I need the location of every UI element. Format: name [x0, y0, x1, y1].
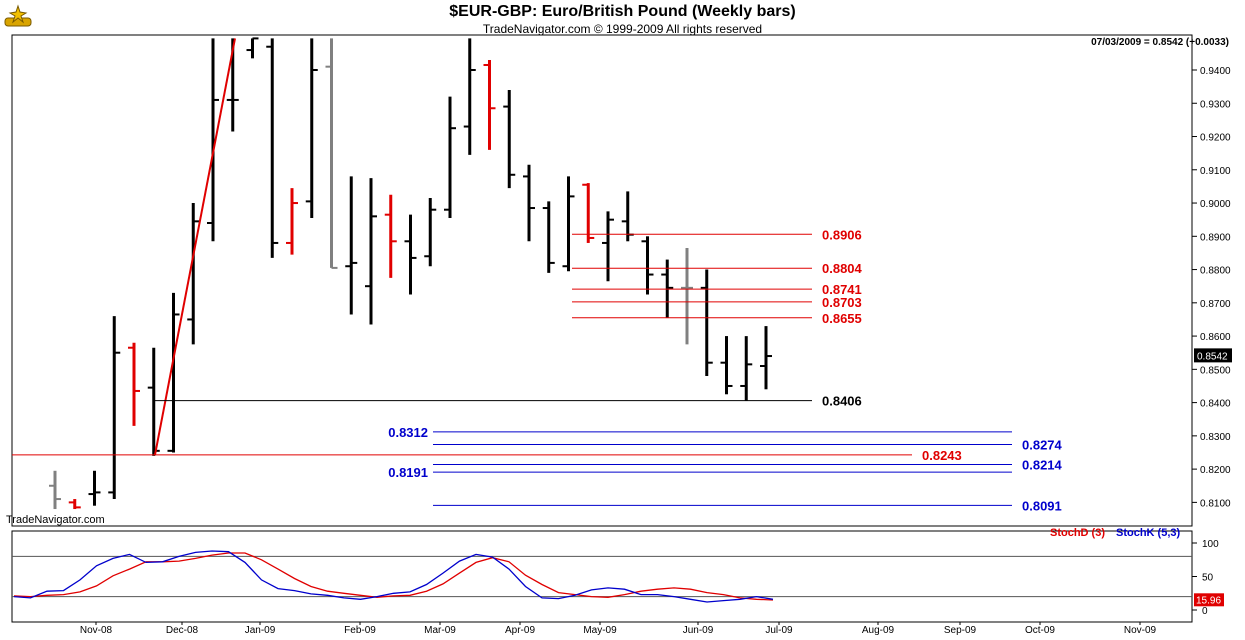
stoch-axis-tick-label: 50: [1202, 573, 1214, 584]
chart-title: $EUR-GBP: Euro/British Pound (Weekly bar…: [449, 3, 796, 20]
level-label: 0.8243: [922, 448, 962, 463]
x-axis-tick-label: Sep-09: [944, 625, 977, 636]
x-axis-tick-label: Oct-09: [1025, 625, 1055, 636]
x-axis-tick-label: Dec-08: [166, 625, 199, 636]
stoch-panel-frame: [11, 530, 1193, 623]
price-axis-tick-label: 0.9000: [1200, 199, 1231, 210]
trade-navigator-logo-icon: [4, 4, 32, 33]
level-label: 0.8804: [822, 261, 863, 276]
level-label: 0.8191: [388, 465, 428, 480]
price-axis-tick-label: 0.9400: [1200, 66, 1231, 77]
legend-stochd: StochD (3): [1050, 527, 1105, 539]
trend-line: [154, 38, 236, 456]
price-axis-tick-label: 0.8500: [1200, 365, 1231, 376]
stoch-axis-tick-label: 0: [1202, 606, 1208, 617]
x-axis-tick-label: May-09: [583, 625, 617, 636]
price-axis-tick-label: 0.8400: [1200, 399, 1231, 410]
x-axis-tick-label: Nov-09: [1124, 625, 1157, 636]
x-axis-tick-label: Aug-09: [862, 625, 895, 636]
last-price-box: [1194, 348, 1232, 363]
copyright-text: TradeNavigator.com © 1999-2009 All right…: [482, 22, 763, 36]
level-label: 0.8214: [1022, 457, 1063, 472]
price-axis-tick-label: 0.8300: [1200, 432, 1231, 443]
x-axis-tick-label: Feb-09: [344, 625, 376, 636]
level-label: 0.8703: [822, 295, 862, 310]
price-axis-tick-label: 0.8200: [1200, 465, 1231, 476]
level-label: 0.8274: [1022, 438, 1063, 453]
legend-stochk: StochK (5,3): [1116, 527, 1181, 539]
x-axis-tick-label: Jul-09: [765, 625, 793, 636]
stoch-last-label: 15.96: [1196, 595, 1221, 606]
price-axis-tick-label: 0.8600: [1200, 332, 1231, 343]
x-axis-tick-label: Jan-09: [245, 625, 276, 636]
x-axis-tick-label: Jun-09: [683, 625, 714, 636]
level-label: 0.8406: [822, 394, 862, 409]
price-axis-tick-label: 0.9300: [1200, 99, 1231, 110]
stoch-series-line: [13, 550, 774, 603]
price-axis-tick-label: 0.9200: [1200, 133, 1231, 144]
level-label: 0.8906: [822, 227, 862, 242]
level-label: 0.8655: [822, 311, 862, 326]
level-label: 0.8312: [388, 425, 428, 440]
price-axis-tick-label: 0.9100: [1200, 166, 1231, 177]
x-axis-tick-label: Nov-08: [80, 625, 113, 636]
price-axis-tick-label: 0.8700: [1200, 299, 1231, 310]
stoch-series-line: [13, 552, 774, 601]
watermark: TradeNavigator.com: [6, 514, 105, 526]
stoch-last-box: [1194, 593, 1224, 607]
price-axis-tick-label: 0.8800: [1200, 266, 1231, 277]
price-axis-tick-label: 0.8900: [1200, 232, 1231, 243]
level-label: 0.8091: [1022, 498, 1062, 513]
x-axis-tick-label: Mar-09: [424, 625, 456, 636]
x-axis-tick-label: Apr-09: [505, 625, 535, 636]
level-label: 0.8741: [822, 282, 862, 297]
last-price-label: 0.8542: [1197, 351, 1228, 362]
last-quote: 07/03/2009 = 0.8542 (+0.0033): [1091, 37, 1229, 48]
price-axis-tick-label: 0.8100: [1200, 498, 1231, 509]
price-panel-frame: [11, 34, 1193, 527]
stoch-axis-tick-label: 100: [1202, 539, 1219, 550]
